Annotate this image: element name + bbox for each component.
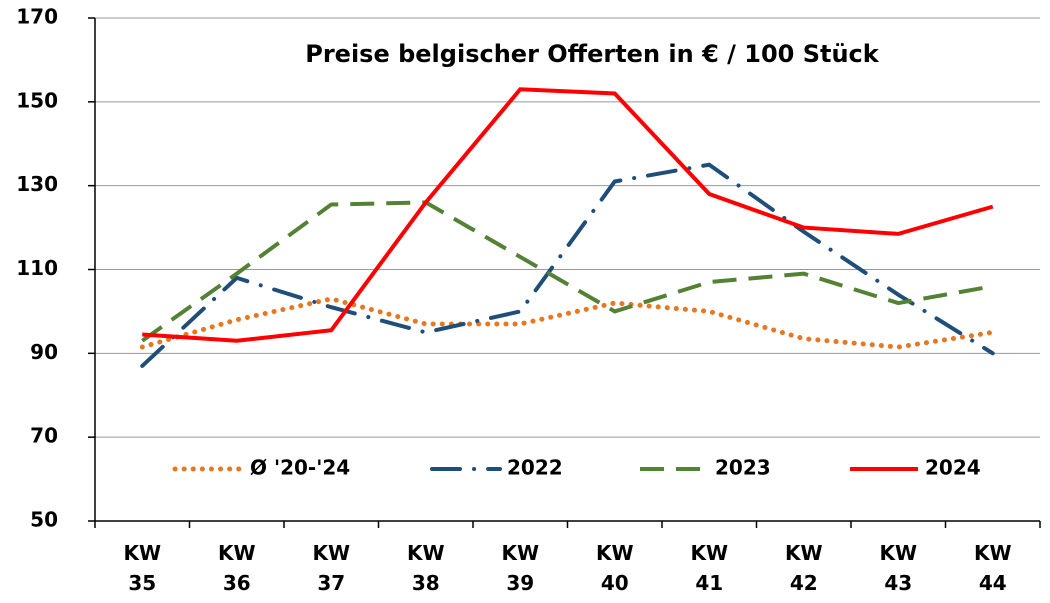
series-line [142,87,994,343]
series-line [140,162,995,368]
legend-label: 2022 [507,456,563,480]
x-tick-label: KW 40 [595,541,634,595]
legend-label: 2024 [925,456,981,480]
chart-title: Preise belgischer Offerten in € / 100 St… [305,40,880,68]
x-tick-label: KW 44 [973,541,1012,595]
x-tick-label: KW 38 [406,541,445,595]
x-tick-label: KW 35 [123,541,162,595]
y-tick-label: 70 [30,424,58,448]
y-tick-label: 90 [30,340,58,364]
y-tick-label: 130 [16,172,58,196]
series-line [139,296,996,350]
series-line [141,200,994,343]
x-tick-label: KW 36 [217,541,256,595]
x-tick-label: KW 43 [879,541,918,595]
legend-label: Ø '20-'24 [250,456,350,480]
x-tick-label: KW 41 [690,541,729,595]
y-tick-label: 110 [16,256,58,280]
x-tick-label: KW 37 [312,541,351,595]
x-tick-label: KW 42 [784,541,823,595]
y-tick-label: 50 [30,508,58,532]
y-tick-label: 170 [16,5,58,29]
x-tick-label: KW 39 [501,541,540,595]
y-tick-label: 150 [16,88,58,112]
legend-label: 2023 [715,456,771,480]
